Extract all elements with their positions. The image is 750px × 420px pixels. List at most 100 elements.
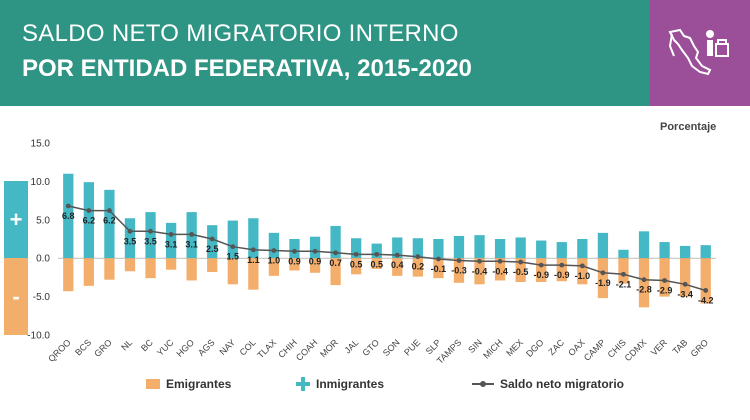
emigrantes-bar	[556, 258, 567, 282]
net-value-label: -0.1	[431, 264, 447, 274]
emigrantes-bar	[700, 258, 711, 304]
net-value-label: -1.0	[575, 271, 591, 281]
emigrantes-bar	[309, 258, 321, 273]
emigrantes-bar	[433, 258, 444, 279]
category-label: COAH	[294, 337, 319, 362]
category-label: SON	[381, 337, 402, 358]
category-label: BCS	[73, 337, 93, 357]
inmigrantes-bar	[536, 240, 547, 259]
category-label: GRO	[92, 337, 114, 359]
inmigrantes-bar	[618, 249, 629, 259]
category-label: MOR	[318, 337, 340, 359]
emigrantes-bar	[536, 258, 547, 283]
emigrantes-bar	[392, 258, 403, 276]
legend-label-emigrantes: Emigrantes	[166, 377, 232, 391]
net-point	[107, 208, 112, 213]
emigrantes-bar	[577, 258, 588, 285]
y-tick-label: -5.0	[33, 292, 51, 303]
category-label: TLAX	[255, 337, 278, 360]
net-point	[703, 288, 709, 293]
net-value-label: 2.5	[206, 244, 219, 254]
emigrantes-bar	[618, 258, 629, 284]
emigrantes-bar	[124, 258, 136, 272]
inmigrantes-bar	[474, 235, 485, 259]
net-value-label: -0.3	[451, 266, 467, 276]
emigrantes-bar	[351, 258, 362, 275]
net-point	[127, 228, 133, 234]
category-label: YUC	[155, 337, 176, 358]
net-point	[538, 262, 544, 268]
net-value-label: -1.9	[595, 278, 611, 288]
emigrantes-bar	[268, 258, 280, 276]
net-point	[374, 251, 380, 257]
y-axis-unit-label: Porcentaje	[660, 121, 717, 133]
net-point	[168, 231, 174, 237]
emigrantes-bar	[248, 258, 259, 290]
emigrantes-bar	[63, 258, 74, 292]
category-label: PUE	[402, 337, 422, 357]
net-value-label: 0.4	[391, 260, 404, 270]
category-label: GTO	[360, 337, 381, 358]
net-point	[436, 256, 441, 262]
net-point	[148, 228, 153, 234]
net-point	[579, 263, 585, 269]
inmigrantes-bar	[638, 231, 650, 259]
emigrantes-bar	[638, 258, 650, 308]
emigrantes-bar	[227, 258, 238, 285]
bar-series	[63, 173, 711, 308]
category-label: DGO	[524, 337, 546, 359]
emigrantes-bar	[659, 258, 670, 297]
emigrantes-bar	[186, 258, 197, 281]
net-value-label: 0.5	[350, 259, 363, 269]
mexico-map-migration-icon	[668, 28, 729, 76]
net-value-label: 6.2	[83, 216, 96, 226]
net-value-label: 0.9	[309, 256, 322, 266]
inmigrantes-bar	[309, 236, 321, 259]
emigrantes-bar	[104, 258, 115, 280]
net-value-label: -2.9	[657, 285, 673, 295]
net-value-label: 0.7	[329, 258, 342, 268]
net-point	[333, 250, 338, 256]
inmigrantes-bar	[207, 225, 218, 259]
net-point	[189, 231, 195, 237]
net-value-label: 0.2	[412, 262, 425, 272]
net-point	[292, 248, 297, 254]
inmigrantes-bar	[392, 237, 403, 259]
inmigrantes-bar	[165, 222, 177, 259]
inmigrantes-bar	[597, 232, 609, 259]
net-value-label: -3.4	[677, 289, 693, 299]
net-point	[662, 278, 667, 283]
category-label: COL	[238, 337, 258, 357]
inmigrantes-bar	[680, 245, 691, 259]
inmigrantes-bar	[577, 239, 588, 259]
inmigrantes-bar	[515, 237, 526, 259]
emigrantes-bar	[330, 258, 341, 286]
net-value-label: -4.2	[698, 295, 714, 305]
net-point	[230, 244, 236, 250]
net-point	[641, 277, 647, 283]
inmigrantes-bar	[83, 182, 94, 259]
emigrantes-bar	[145, 258, 156, 279]
net-value-label: 1.5	[227, 252, 240, 262]
inmigrantes-bar	[556, 242, 567, 259]
net-point	[682, 281, 688, 287]
logo-panel	[650, 0, 750, 106]
category-label: AGS	[196, 337, 217, 358]
net-value-label: 1.1	[247, 255, 260, 265]
inmigrantes-bar	[268, 232, 280, 259]
emigrantes-bar	[289, 258, 300, 271]
y-tick-label: 15.0	[31, 139, 51, 150]
inmigrantes-bar	[371, 243, 382, 259]
inmigrantes-bar	[289, 239, 300, 259]
inmigrantes-bar	[453, 235, 465, 259]
negative-side-marker: -	[4, 258, 28, 335]
inmigrantes-bar	[700, 245, 711, 259]
net-line-path	[68, 205, 706, 292]
inmigrantes-bar	[63, 173, 74, 259]
header-banner: SALDO NETO MIGRATORIO INTERNO POR ENTIDA…	[0, 0, 650, 106]
net-point	[621, 271, 626, 277]
chart-title-line2: POR ENTIDAD FEDERATIVA, 2015-2020	[22, 55, 472, 82]
inmigrantes-bar	[145, 212, 156, 259]
inmigrantes-bar	[227, 220, 238, 259]
